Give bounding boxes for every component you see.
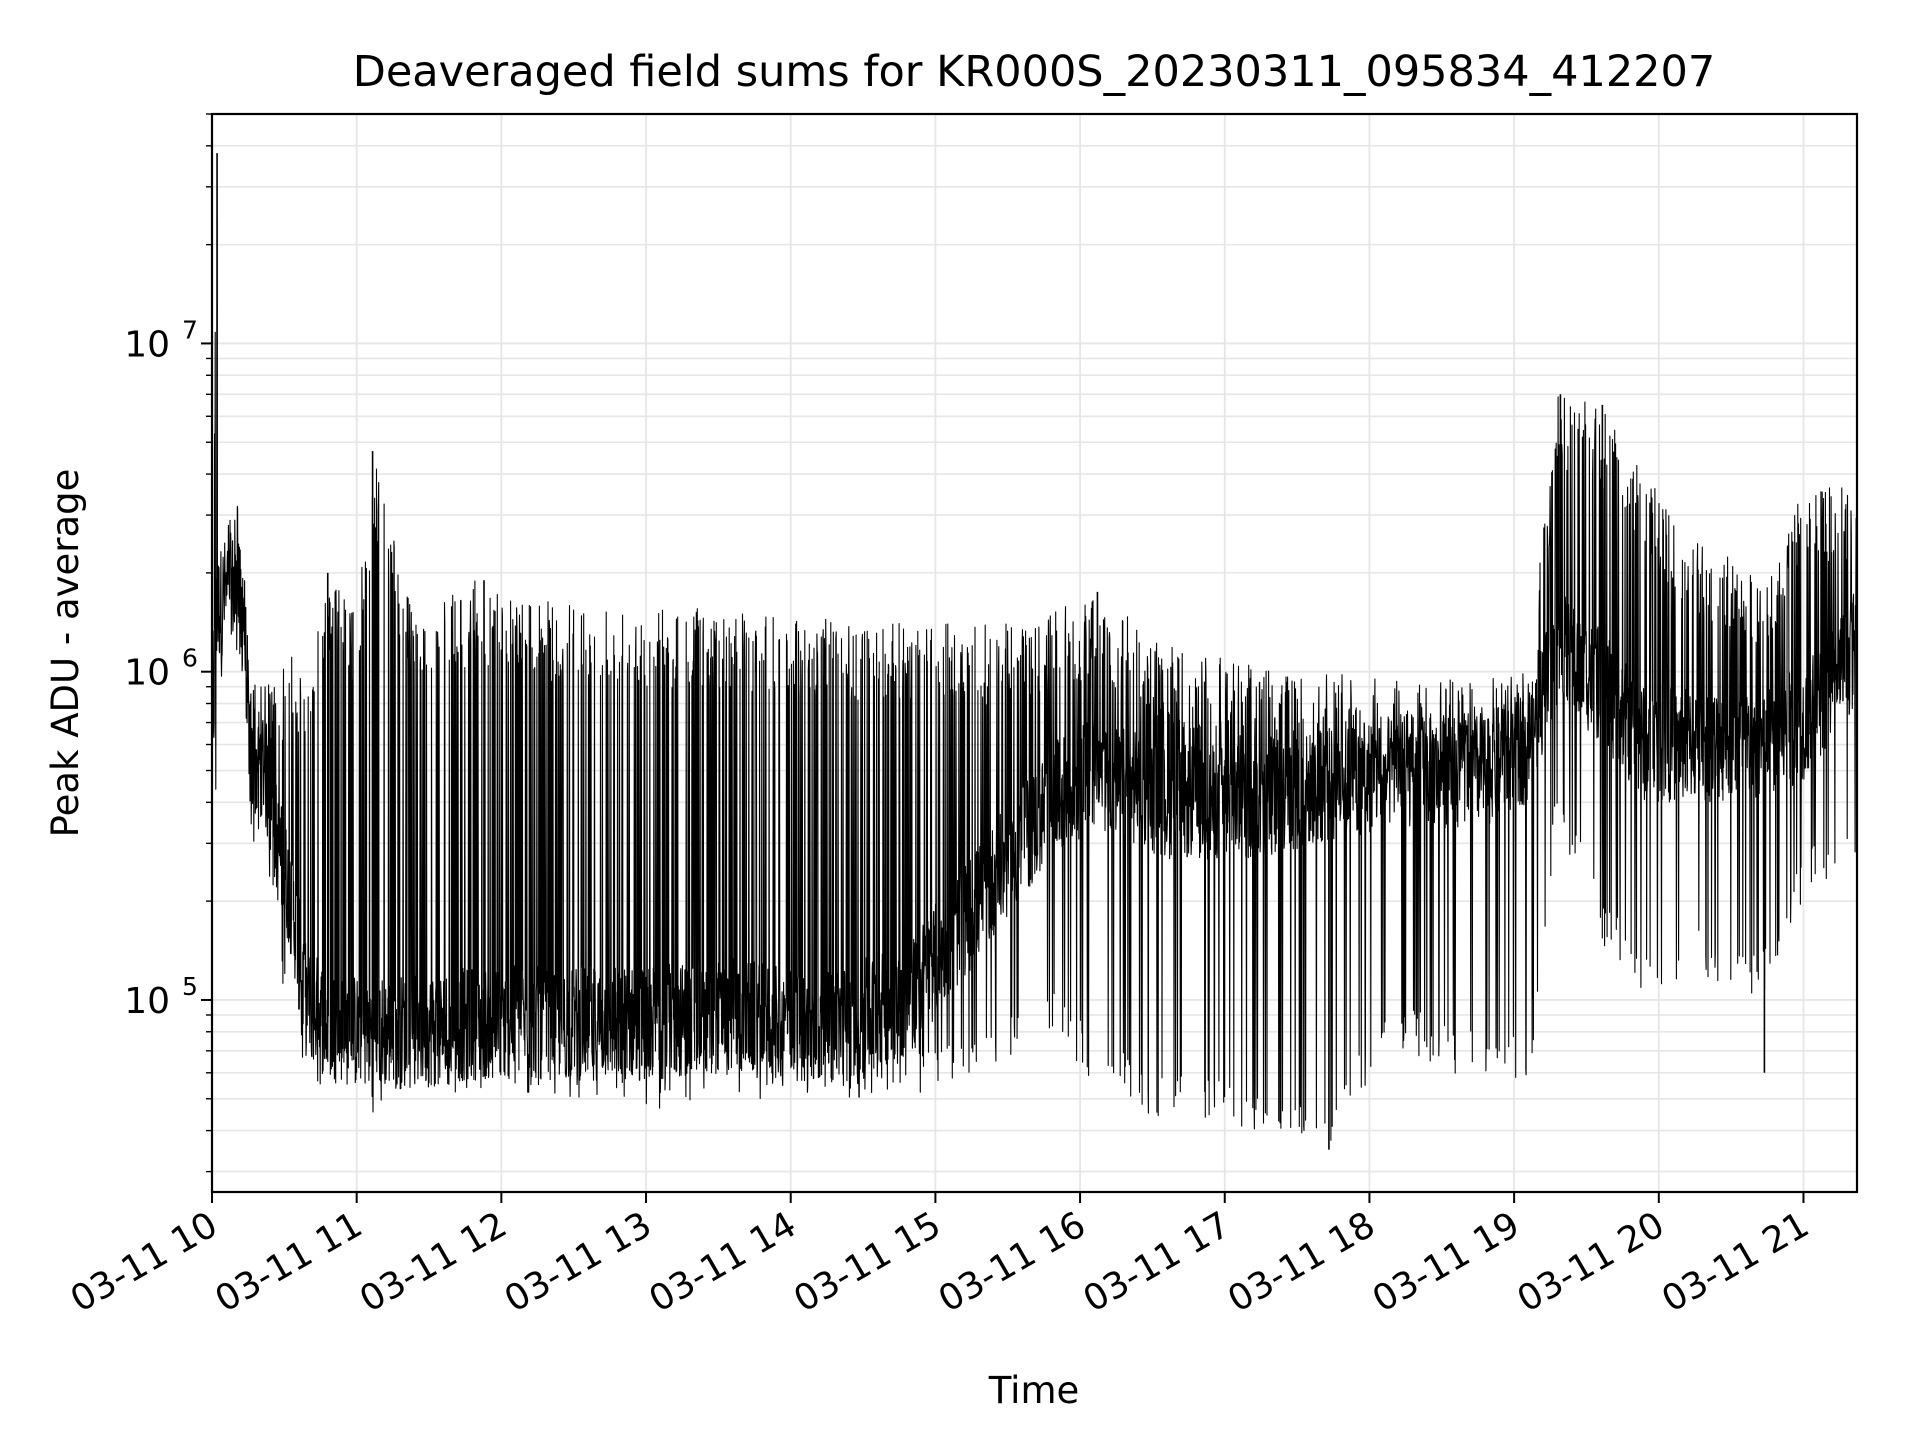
y-tick-label: 10	[124, 653, 170, 694]
y-tick-label: 10	[124, 324, 170, 365]
y-axis-label: Peak ADU - average	[44, 469, 87, 838]
y-tick-exponent: 6	[182, 644, 198, 673]
series-line	[211, 217, 1858, 1142]
x-axis-label: Time	[988, 1369, 1080, 1412]
y-tick-exponent: 7	[182, 315, 198, 344]
y-tick-exponent: 5	[182, 972, 198, 1001]
chart-title: Deaveraged field sums for KR000S_2023031…	[353, 47, 1716, 97]
plot-frame	[210, 112, 1859, 1194]
series-layer	[211, 153, 1858, 1150]
y-tick-label: 10	[124, 981, 170, 1022]
